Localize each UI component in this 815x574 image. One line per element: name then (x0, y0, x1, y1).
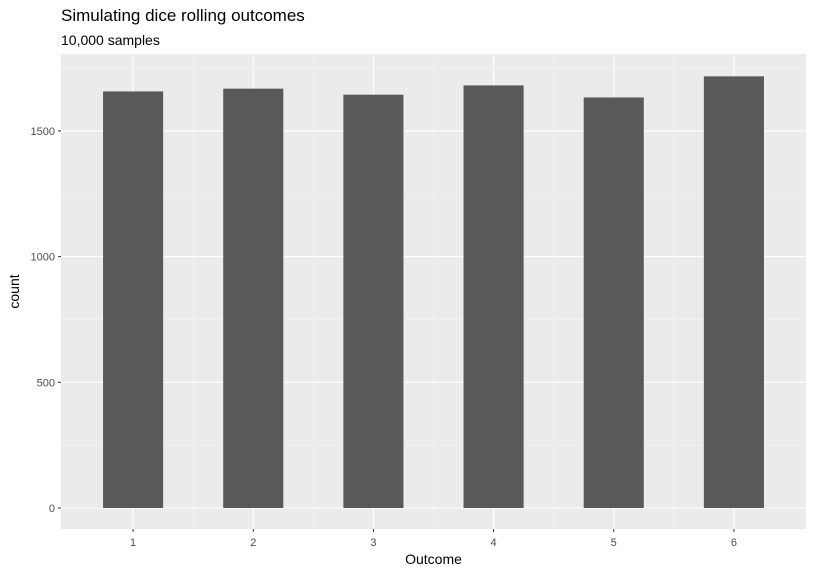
bars (103, 76, 764, 509)
bar-4 (463, 85, 524, 508)
x-tick-label: 5 (611, 537, 617, 549)
y-tick-label: 1000 (31, 252, 55, 264)
x-tick-label: 2 (250, 537, 256, 549)
minor-gridlines (61, 54, 806, 529)
bar-2 (223, 88, 284, 509)
bar-6 (703, 76, 764, 509)
bar-1 (103, 91, 164, 508)
bar-5 (583, 97, 644, 508)
x-axis: 1 2 3 4 5 6 (130, 529, 737, 549)
y-axis-title: count (6, 274, 22, 308)
bar-3 (343, 94, 404, 509)
y-tick-label: 0 (49, 503, 55, 515)
x-tick-label: 1 (130, 537, 136, 549)
x-tick-label: 3 (370, 537, 376, 549)
x-axis-title: Outcome (405, 551, 462, 567)
chart-title: Simulating dice rolling outcomes (61, 6, 305, 25)
y-tick-label: 500 (37, 377, 55, 389)
chart-subtitle: 10,000 samples (61, 32, 160, 48)
x-tick-label: 6 (731, 537, 737, 549)
y-axis: 0 500 1000 1500 (31, 126, 61, 515)
x-tick-label: 4 (491, 537, 497, 549)
y-tick-label: 1500 (31, 126, 55, 138)
